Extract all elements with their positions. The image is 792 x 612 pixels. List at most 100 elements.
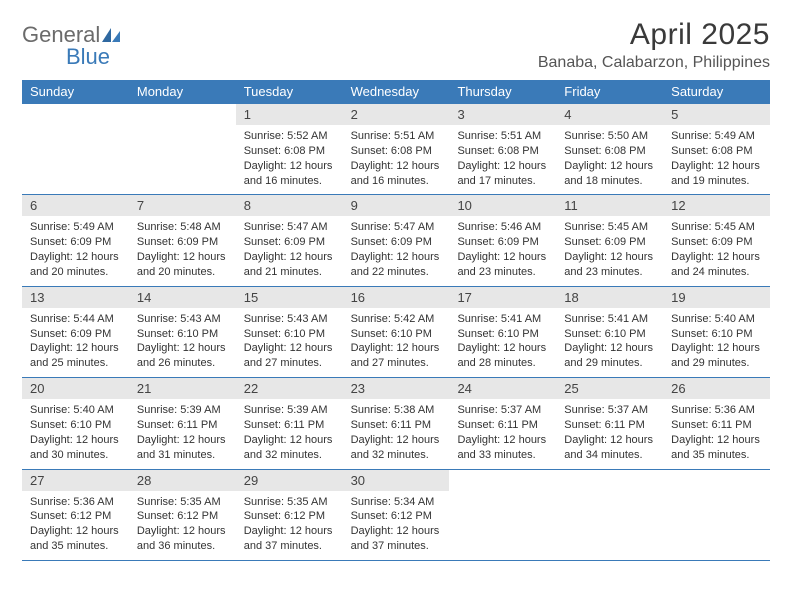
location-text: Banaba, Calabarzon, Philippines xyxy=(538,54,770,72)
dow-monday: Monday xyxy=(129,80,236,104)
page-root: General Blue April 2025 Banaba, Calabarz… xyxy=(0,0,792,579)
day-number: 2 xyxy=(343,104,450,125)
header-row: General Blue April 2025 Banaba, Calabarz… xyxy=(22,18,770,72)
daylight-text: Daylight: 12 hours and 33 minutes. xyxy=(457,433,548,463)
daylight-text: Daylight: 12 hours and 16 minutes. xyxy=(351,159,442,189)
daylight-text: Daylight: 12 hours and 36 minutes. xyxy=(137,524,228,554)
day-body xyxy=(449,476,556,486)
sunset-text: Sunset: 6:08 PM xyxy=(457,144,548,159)
sunset-text: Sunset: 6:10 PM xyxy=(564,327,655,342)
daylight-text: Daylight: 12 hours and 29 minutes. xyxy=(671,341,762,371)
sunset-text: Sunset: 6:09 PM xyxy=(351,235,442,250)
day-cell: 24Sunrise: 5:37 AMSunset: 6:11 PMDayligh… xyxy=(449,378,556,468)
day-cell: 14Sunrise: 5:43 AMSunset: 6:10 PMDayligh… xyxy=(129,287,236,377)
daylight-text: Daylight: 12 hours and 20 minutes. xyxy=(137,250,228,280)
sunset-text: Sunset: 6:11 PM xyxy=(244,418,335,433)
daylight-text: Daylight: 12 hours and 27 minutes. xyxy=(351,341,442,371)
day-cell: 18Sunrise: 5:41 AMSunset: 6:10 PMDayligh… xyxy=(556,287,663,377)
day-cell: 20Sunrise: 5:40 AMSunset: 6:10 PMDayligh… xyxy=(22,378,129,468)
sunrise-text: Sunrise: 5:39 AM xyxy=(244,403,335,418)
day-body: Sunrise: 5:49 AMSunset: 6:08 PMDaylight:… xyxy=(663,125,770,194)
sunrise-text: Sunrise: 5:35 AM xyxy=(244,495,335,510)
day-cell: 29Sunrise: 5:35 AMSunset: 6:12 PMDayligh… xyxy=(236,470,343,560)
logo-part2: Blue xyxy=(66,44,110,69)
day-number: 3 xyxy=(449,104,556,125)
day-number: 11 xyxy=(556,195,663,216)
day-body: Sunrise: 5:36 AMSunset: 6:11 PMDaylight:… xyxy=(663,399,770,468)
sunset-text: Sunset: 6:09 PM xyxy=(30,327,121,342)
sunset-text: Sunset: 6:12 PM xyxy=(244,509,335,524)
day-number: 18 xyxy=(556,287,663,308)
day-body: Sunrise: 5:45 AMSunset: 6:09 PMDaylight:… xyxy=(663,216,770,285)
day-cell: 26Sunrise: 5:36 AMSunset: 6:11 PMDayligh… xyxy=(663,378,770,468)
day-cell: 1Sunrise: 5:52 AMSunset: 6:08 PMDaylight… xyxy=(236,104,343,194)
day-cell: 19Sunrise: 5:40 AMSunset: 6:10 PMDayligh… xyxy=(663,287,770,377)
day-body: Sunrise: 5:39 AMSunset: 6:11 PMDaylight:… xyxy=(236,399,343,468)
daylight-text: Daylight: 12 hours and 20 minutes. xyxy=(30,250,121,280)
sunrise-text: Sunrise: 5:37 AM xyxy=(564,403,655,418)
day-cell xyxy=(129,104,236,194)
daylight-text: Daylight: 12 hours and 32 minutes. xyxy=(351,433,442,463)
sunrise-text: Sunrise: 5:45 AM xyxy=(671,220,762,235)
logo-text-wrap: General Blue xyxy=(22,24,122,68)
daylight-text: Daylight: 12 hours and 26 minutes. xyxy=(137,341,228,371)
day-body: Sunrise: 5:44 AMSunset: 6:09 PMDaylight:… xyxy=(22,308,129,377)
sunrise-text: Sunrise: 5:35 AM xyxy=(137,495,228,510)
day-number: 1 xyxy=(236,104,343,125)
day-body: Sunrise: 5:41 AMSunset: 6:10 PMDaylight:… xyxy=(556,308,663,377)
daylight-text: Daylight: 12 hours and 18 minutes. xyxy=(564,159,655,189)
day-number: 10 xyxy=(449,195,556,216)
day-cell xyxy=(663,470,770,560)
daylight-text: Daylight: 12 hours and 19 minutes. xyxy=(671,159,762,189)
daylight-text: Daylight: 12 hours and 32 minutes. xyxy=(244,433,335,463)
sunset-text: Sunset: 6:10 PM xyxy=(457,327,548,342)
sunrise-text: Sunrise: 5:39 AM xyxy=(137,403,228,418)
sunset-text: Sunset: 6:12 PM xyxy=(351,509,442,524)
day-number: 15 xyxy=(236,287,343,308)
daylight-text: Daylight: 12 hours and 17 minutes. xyxy=(457,159,548,189)
day-cell: 22Sunrise: 5:39 AMSunset: 6:11 PMDayligh… xyxy=(236,378,343,468)
dow-thursday: Thursday xyxy=(449,80,556,104)
sunrise-text: Sunrise: 5:48 AM xyxy=(137,220,228,235)
day-body: Sunrise: 5:39 AMSunset: 6:11 PMDaylight:… xyxy=(129,399,236,468)
day-cell: 5Sunrise: 5:49 AMSunset: 6:08 PMDaylight… xyxy=(663,104,770,194)
sunset-text: Sunset: 6:10 PM xyxy=(671,327,762,342)
dow-wednesday: Wednesday xyxy=(343,80,450,104)
sunrise-text: Sunrise: 5:41 AM xyxy=(564,312,655,327)
sunset-text: Sunset: 6:10 PM xyxy=(351,327,442,342)
daylight-text: Daylight: 12 hours and 23 minutes. xyxy=(564,250,655,280)
day-number: 19 xyxy=(663,287,770,308)
day-body: Sunrise: 5:51 AMSunset: 6:08 PMDaylight:… xyxy=(449,125,556,194)
sunrise-text: Sunrise: 5:36 AM xyxy=(30,495,121,510)
day-number: 16 xyxy=(343,287,450,308)
sunset-text: Sunset: 6:08 PM xyxy=(564,144,655,159)
logo: General Blue xyxy=(22,18,122,68)
sunrise-text: Sunrise: 5:51 AM xyxy=(457,129,548,144)
week-row: 20Sunrise: 5:40 AMSunset: 6:10 PMDayligh… xyxy=(22,378,770,469)
sunset-text: Sunset: 6:10 PM xyxy=(137,327,228,342)
sunset-text: Sunset: 6:11 PM xyxy=(137,418,228,433)
day-number: 26 xyxy=(663,378,770,399)
day-body: Sunrise: 5:36 AMSunset: 6:12 PMDaylight:… xyxy=(22,491,129,560)
day-cell: 7Sunrise: 5:48 AMSunset: 6:09 PMDaylight… xyxy=(129,195,236,285)
day-number: 20 xyxy=(22,378,129,399)
daylight-text: Daylight: 12 hours and 21 minutes. xyxy=(244,250,335,280)
sunset-text: Sunset: 6:09 PM xyxy=(564,235,655,250)
daylight-text: Daylight: 12 hours and 27 minutes. xyxy=(244,341,335,371)
day-body: Sunrise: 5:37 AMSunset: 6:11 PMDaylight:… xyxy=(449,399,556,468)
sunrise-text: Sunrise: 5:34 AM xyxy=(351,495,442,510)
day-body: Sunrise: 5:43 AMSunset: 6:10 PMDaylight:… xyxy=(236,308,343,377)
dow-sunday: Sunday xyxy=(22,80,129,104)
day-body: Sunrise: 5:40 AMSunset: 6:10 PMDaylight:… xyxy=(663,308,770,377)
sunset-text: Sunset: 6:12 PM xyxy=(30,509,121,524)
sunrise-text: Sunrise: 5:40 AM xyxy=(671,312,762,327)
day-number: 5 xyxy=(663,104,770,125)
day-body: Sunrise: 5:48 AMSunset: 6:09 PMDaylight:… xyxy=(129,216,236,285)
day-body: Sunrise: 5:46 AMSunset: 6:09 PMDaylight:… xyxy=(449,216,556,285)
sunset-text: Sunset: 6:08 PM xyxy=(671,144,762,159)
day-body: Sunrise: 5:38 AMSunset: 6:11 PMDaylight:… xyxy=(343,399,450,468)
sunset-text: Sunset: 6:11 PM xyxy=(457,418,548,433)
sunset-text: Sunset: 6:10 PM xyxy=(30,418,121,433)
day-cell: 11Sunrise: 5:45 AMSunset: 6:09 PMDayligh… xyxy=(556,195,663,285)
sunset-text: Sunset: 6:08 PM xyxy=(244,144,335,159)
